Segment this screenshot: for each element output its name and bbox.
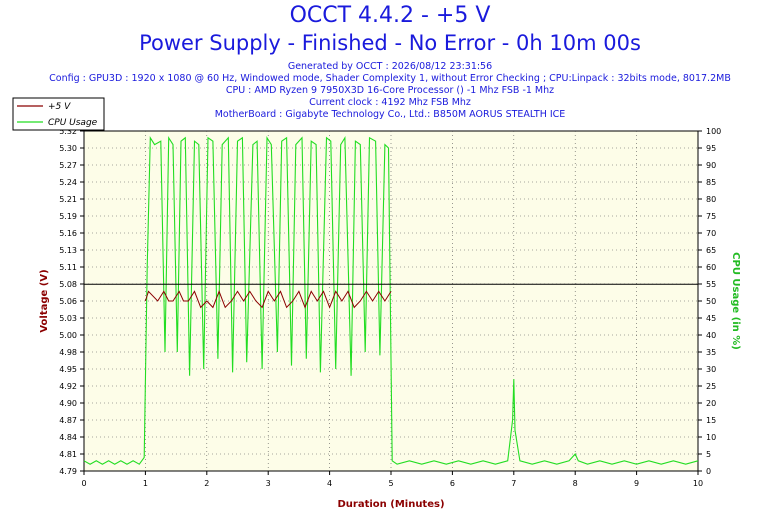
y2-tick-label: 60 (706, 263, 716, 272)
y2-tick-label: 100 (706, 127, 721, 136)
y-tick-label: 5.11 (59, 263, 77, 272)
y-tick-label: 5.19 (59, 212, 77, 221)
chart-title: OCCT 4.4.2 - +5 V (289, 3, 491, 28)
y2-tick-label: 55 (706, 280, 716, 289)
y2-tick-label: 50 (706, 297, 716, 306)
y2-tick-label: 90 (706, 161, 716, 170)
y2-tick-label: 40 (706, 331, 716, 340)
y-tick-label: 5.27 (59, 161, 77, 170)
y-tick-label: 4.87 (59, 416, 77, 425)
x-tick-label: 0 (81, 479, 86, 488)
x-axis-label: Duration (Minutes) (337, 499, 444, 510)
y2-tick-label: 80 (706, 195, 716, 204)
y2-tick-label: 30 (706, 365, 716, 374)
y-ticks: 4.79 4.81 4.84 4.87 4.90 4.92 4.95 4.98 5.00 5.03… (59, 127, 84, 476)
y-tick-label: 5.16 (59, 229, 77, 238)
voltage-series-line (144, 290, 392, 309)
y-tick-label: 4.92 (59, 382, 77, 391)
y2-tick-label: 5 (706, 450, 711, 459)
y-tick-label: 5.24 (59, 178, 77, 187)
y-tick-label: 5.03 (59, 314, 77, 323)
y2-tick-label: 35 (706, 348, 716, 357)
x-tick-label: 4 (327, 479, 332, 488)
y2-tick-label: 10 (706, 433, 716, 442)
x-tick-label: 3 (266, 479, 271, 488)
y2-tick-label: 85 (706, 178, 716, 187)
x-tick-label: 5 (388, 479, 393, 488)
y-tick-label: 4.98 (59, 348, 77, 357)
cpu-usage-series-line (83, 135, 699, 465)
y-tick-label: 4.81 (59, 450, 77, 459)
y-tick-label: 4.90 (59, 399, 77, 408)
y-tick-label: 5.21 (59, 195, 77, 204)
y2-tick-label: 25 (706, 382, 716, 391)
y2-tick-label: 70 (706, 229, 716, 238)
y-tick-label: 5.30 (59, 144, 77, 153)
y2-tick-label: 95 (706, 144, 716, 153)
y-tick-label: 5.32 (59, 127, 77, 136)
x-tick-label: 10 (693, 479, 703, 488)
x-tick-label: 2 (204, 479, 209, 488)
y2-tick-label: 15 (706, 416, 716, 425)
y-tick-label: 4.95 (59, 365, 77, 374)
y-axis-label: Voltage (V) (39, 269, 50, 332)
y-tick-label: 5.08 (59, 280, 77, 289)
generated-line: Generated by OCCT : 2026/08/12 23:31:56 (287, 61, 493, 72)
x-tick-label: 9 (634, 479, 639, 488)
x-tick-label: 6 (450, 479, 455, 488)
series-layer (83, 135, 699, 465)
y2-tick-label: 75 (706, 212, 716, 221)
legend: +5 V CPU Usage (12, 97, 105, 131)
x-tick-label: 1 (143, 479, 148, 488)
y2-tick-label: 20 (706, 399, 716, 408)
y-tick-label: 5.00 (59, 331, 77, 340)
cpu-line: CPU : AMD Ryzen 9 7950X3D 16-Core Proces… (225, 85, 555, 96)
y2-tick-label: 0 (706, 467, 711, 476)
motherboard-line: MotherBoard : Gigabyte Technology Co., L… (214, 109, 566, 120)
clock-line: Current clock : 4192 Mhz FSB Mhz (309, 97, 471, 108)
y2-tick-label: 65 (706, 246, 716, 255)
y2-tick-label: 45 (706, 314, 716, 323)
y2-ticks: 0 5 10 15 20 25 30 35 40 45 50 55 60 65 70 75 80 85 90 95 10… (698, 127, 721, 476)
legend-cpu-label: CPU Usage (48, 118, 98, 128)
chart-subtitle: Power Supply - Finished - No Error - 0h … (139, 31, 641, 55)
y-tick-label: 4.84 (59, 433, 77, 442)
y2-axis-label: CPU Usage (in %) (730, 252, 741, 350)
legend-box (12, 97, 105, 131)
legend-voltage-label: +5 V (48, 102, 71, 112)
config-line: Config : GPU3D : 1920 x 1080 @ 60 Hz, Wi… (49, 73, 731, 84)
x-tick-label: 8 (573, 479, 578, 488)
x-ticks: 0 1 2 3 4 5 6 7 8 9 10 (81, 471, 703, 488)
y-tick-label: 5.06 (59, 297, 77, 306)
y-tick-label: 4.79 (59, 467, 77, 476)
y-tick-label: 5.13 (59, 246, 77, 255)
x-tick-label: 7 (511, 479, 516, 488)
